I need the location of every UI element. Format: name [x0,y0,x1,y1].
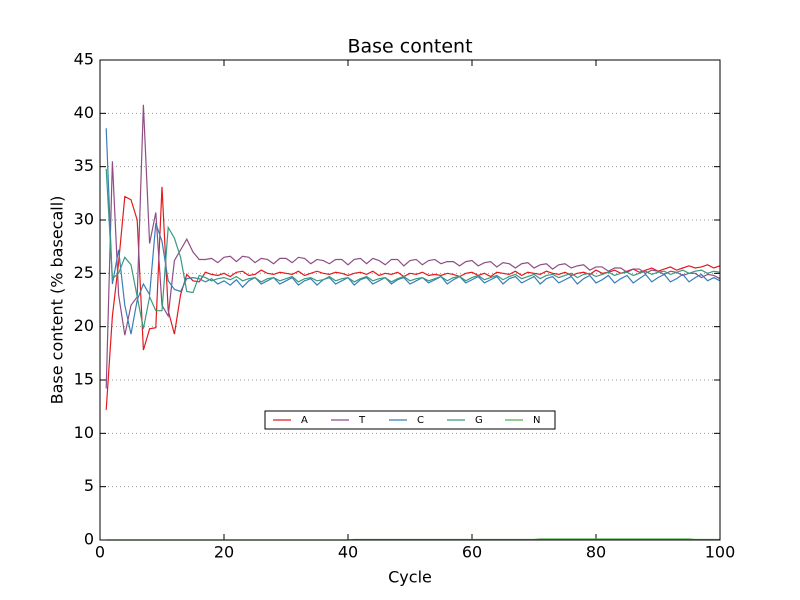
y-tick-label: 10 [74,423,94,442]
y-tick-label: 15 [74,370,94,389]
x-tick-label: 80 [586,543,606,562]
chart-title: Base content [347,36,472,58]
y-tick-label: 35 [74,156,94,175]
series-line [105,168,721,329]
x-tick-label: 60 [462,543,482,562]
y-tick-label: 25 [74,263,94,282]
y-tick-label: 30 [74,210,94,229]
y-tick-label: 5 [84,476,94,495]
legend-label: G [475,415,483,426]
series-line [105,104,721,389]
y-tick-label: 20 [74,316,94,335]
y-tick-label: 45 [74,50,94,69]
plot-frame [99,59,721,541]
series-line [105,186,721,410]
legend-label: C [417,415,424,426]
x-tick-label: 0 [95,543,105,562]
legend-label: T [358,415,366,426]
x-tick-label: 20 [214,543,234,562]
x-tick-label: 100 [705,543,736,562]
legend-label: N [533,415,540,426]
x-axis-label: Cycle [388,568,432,587]
y-axis-label: Base content (% basecall) [48,196,67,405]
y-tick-label: 40 [74,103,94,122]
series-line [105,128,721,335]
y-tick-label: 0 [84,530,94,549]
legend-box [264,410,556,430]
legend-label: A [301,415,308,426]
x-tick-label: 40 [338,543,358,562]
